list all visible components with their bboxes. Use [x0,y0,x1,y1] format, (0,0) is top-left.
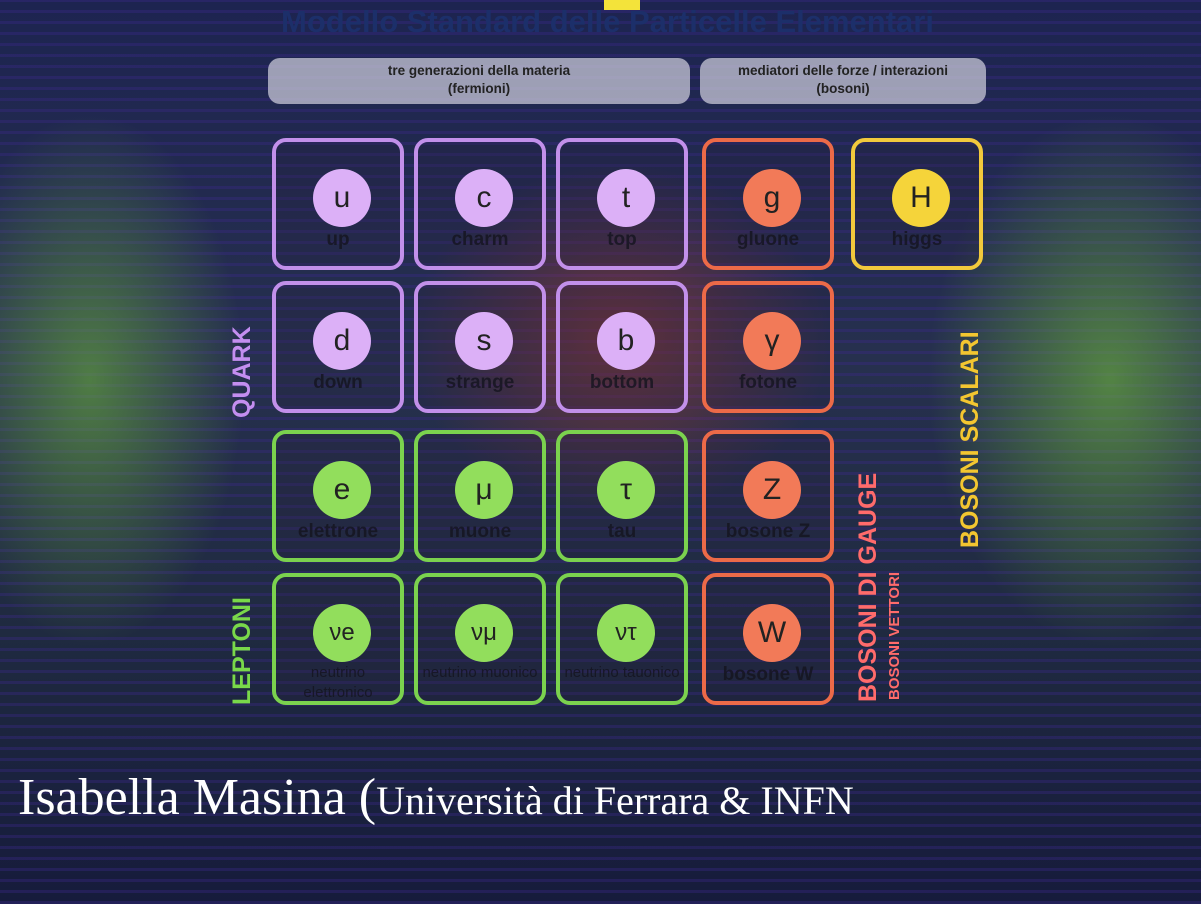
particle-symbol: μ [455,461,513,519]
particle-symbol: t [597,169,655,227]
header-box: tre generazioni della materia (fermioni) [268,58,690,104]
particle-name: strange [445,372,515,393]
particle-name: down [313,372,363,393]
particle-name: elettrone [297,521,379,542]
particle-cell: c charm [414,138,546,270]
particle-cell: s strange [414,281,546,413]
group-label: QUARK [228,326,256,418]
header-line: tre generazioni della materia [387,63,571,78]
header-box: mediatori delle forze / interazioni (bos… [700,58,986,104]
particle-name: bottom [589,372,655,393]
particle-cell: τ tau [556,430,688,562]
particle-name: bosone Z [725,521,811,542]
particle-symbol: g [743,169,801,227]
group-label: BOSONI VETTORI [886,571,903,700]
group-label: BOSONI SCALARI [956,331,984,548]
group-label: LEPTONI [228,597,256,705]
particle-symbol: ντ [597,604,655,662]
particle-symbol: νμ [455,604,513,662]
header-line: (fermioni) [447,81,511,96]
header-line: mediatori delle forze / interazioni [737,63,949,78]
particle-name: charm [451,229,509,250]
particle-symbol: Z [743,461,801,519]
particle-symbol: c [455,169,513,227]
particle-symbol: u [313,169,371,227]
particle-symbol: d [313,312,371,370]
group-label: BOSONI DI GAUGE [854,472,882,702]
particle-symbol: s [455,312,513,370]
particle-cell: ντ neutrino tauonico [556,573,688,705]
particle-symbol: b [597,312,655,370]
footer: Isabella Masina (Università di Ferrara &… [18,768,854,827]
particle-symbol: γ [743,312,801,370]
particle-cell: b bottom [556,281,688,413]
particle-name: neutrino elettronico [303,664,373,701]
particle-name: top [607,229,637,250]
particle-cell: u up [272,138,404,270]
particle-name: up [326,229,350,250]
particle-symbol: e [313,461,371,519]
affiliation: Università di Ferrara & INFN [376,778,854,823]
particle-name: tau [607,521,637,542]
particle-symbol: W [743,604,801,662]
particle-cell: γ fotone [702,281,834,413]
particle-name: neutrino tauonico [564,664,680,681]
particle-symbol: νe [313,604,371,662]
particle-name: fotone [738,372,798,393]
particle-name: higgs [891,229,943,250]
particle-name: gluone [736,229,800,250]
particle-cell: t top [556,138,688,270]
title: Modello Standard delle Particelle Elemen… [281,4,934,39]
particle-symbol: τ [597,461,655,519]
speaker: Isabella Masina ( [18,769,377,826]
marker [604,0,640,10]
header-line: (bosoni) [816,81,870,96]
particle-name: neutrino muonico [422,664,538,681]
particle-name: bosone W [722,664,814,685]
particle-cell: νe neutrino elettronico [272,573,404,705]
particle-cell: d down [272,281,404,413]
particle-cell: g gluone [702,138,834,270]
particle-cell: μ muone [414,430,546,562]
particle-cell: νμ neutrino muonico [414,573,546,705]
particle-name: muone [448,521,512,542]
particle-symbol: H [892,169,950,227]
particle-cell: e elettrone [272,430,404,562]
